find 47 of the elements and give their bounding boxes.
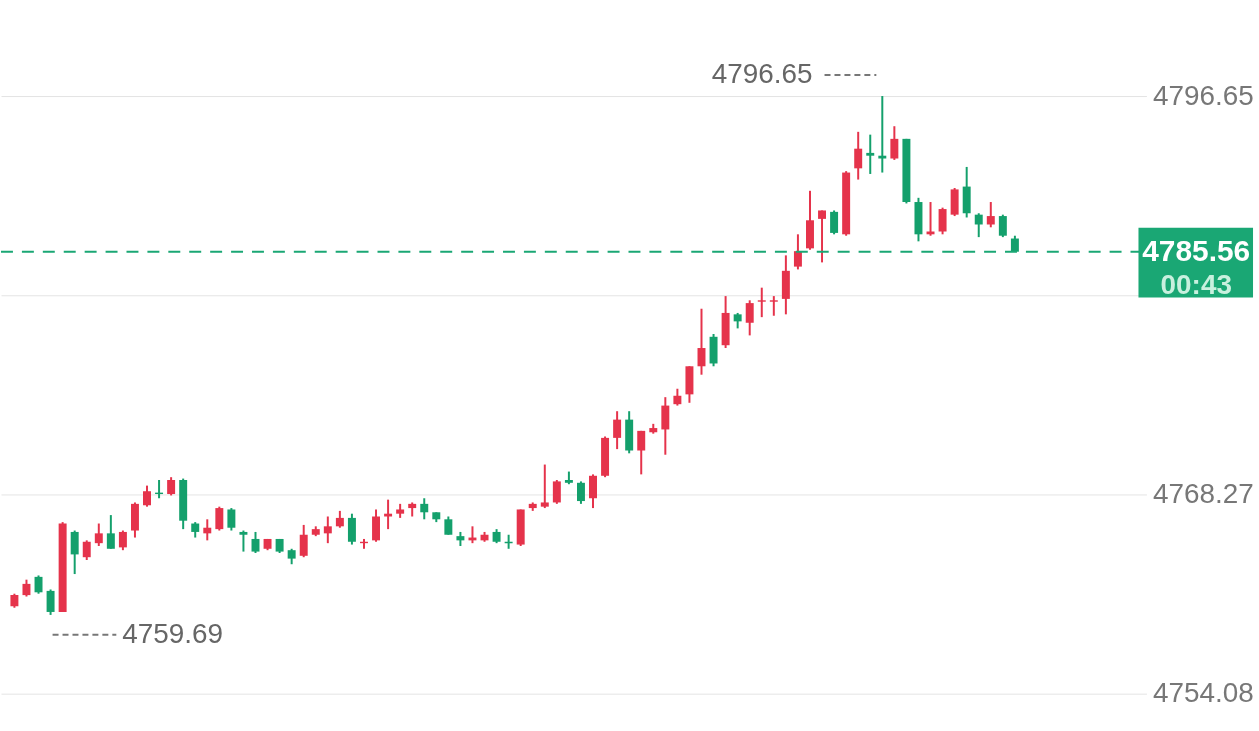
- candlestick: [167, 476, 176, 497]
- candlestick: [854, 130, 863, 181]
- candlestick: [251, 530, 260, 554]
- candlestick: [444, 515, 453, 536]
- candlestick: [239, 529, 248, 553]
- y-tick-label: 4768.27: [1152, 477, 1254, 509]
- candlestick: [830, 209, 839, 236]
- y-tick-label: 4754.08: [1152, 677, 1254, 709]
- candlestick: [118, 529, 127, 552]
- candlestick: [986, 201, 995, 229]
- ref-line-label: 4785.56: [1142, 233, 1251, 267]
- candlestick: [372, 508, 381, 543]
- candlestick: [215, 505, 224, 532]
- candlestick: [878, 95, 887, 174]
- candlestick: [106, 514, 115, 550]
- candlestick: [769, 295, 778, 317]
- candlestick: [299, 523, 308, 559]
- candlestick: [745, 299, 754, 337]
- candlestick: [661, 396, 670, 456]
- candlestick: [818, 209, 827, 264]
- candlestick: [552, 478, 561, 505]
- candlestick: [866, 133, 875, 175]
- candlestick: [589, 473, 597, 510]
- candlestick: [974, 212, 983, 239]
- candlestick: [82, 539, 91, 562]
- candlestick: [143, 484, 151, 508]
- text: 4796.65: [711, 58, 813, 90]
- candlestick: [227, 507, 236, 532]
- candlestick: [576, 480, 585, 505]
- candlestick: [420, 497, 429, 521]
- candlestick: [938, 206, 947, 236]
- candlestick: [94, 522, 103, 547]
- candlestick: [70, 529, 79, 576]
- candlestick: [890, 125, 899, 161]
- candlestick: [323, 515, 332, 545]
- candlestick: [793, 233, 802, 271]
- text: 00:43: [1160, 268, 1232, 300]
- candlestick: [637, 429, 646, 476]
- y-tick-label: 4796.65: [1152, 79, 1254, 111]
- candlestick: [46, 588, 55, 616]
- candlestick: [347, 512, 356, 546]
- candlestick: [613, 410, 622, 451]
- candlestick: [757, 286, 766, 319]
- candlestick: [34, 574, 43, 595]
- annotation: 4759.69: [122, 617, 224, 649]
- candlestick: [540, 463, 549, 510]
- candlestick: [998, 213, 1007, 239]
